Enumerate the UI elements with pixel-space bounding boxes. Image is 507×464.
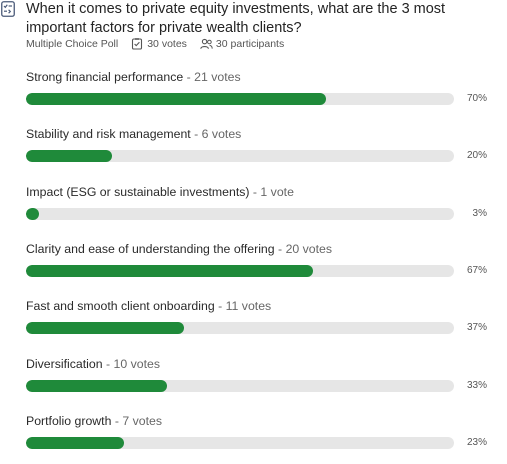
poll-option-bar-track: [26, 93, 454, 105]
poll-option-percent: 67%: [466, 265, 487, 276]
participants-icon: [200, 38, 213, 50]
poll-option-label: Portfolio growth: [26, 414, 112, 428]
poll-option-percent: 33%: [466, 380, 487, 391]
poll-type-label: Multiple Choice Poll: [26, 38, 119, 50]
poll-option-percent: 3%: [472, 208, 487, 219]
poll-option: Fast and smooth client onboarding - 11 v…: [0, 299, 507, 349]
poll-option-votes: 20 votes: [285, 242, 333, 256]
poll-option-bar-fill: [26, 437, 124, 449]
poll-icon: [1, 1, 15, 17]
poll-meta: Multiple Choice Poll 30 votes 30 partici…: [26, 37, 284, 51]
poll-option-bar-fill: [26, 265, 313, 277]
poll-option-label-row: Diversification - 10 votes: [26, 357, 160, 371]
poll-option-label: Clarity and ease of understanding the of…: [26, 242, 275, 256]
poll-option-percent: 37%: [466, 322, 487, 333]
poll-option-votes: 6 votes: [201, 127, 242, 141]
poll-option-bar-fill: [26, 93, 326, 105]
poll-option-bar-track: [26, 380, 454, 392]
poll-option-label: Strong financial performance: [26, 70, 184, 84]
poll-option: Stability and risk management - 6 votes 2…: [0, 127, 507, 177]
poll-option-label-row: Impact (ESG or sustainable investments) …: [26, 185, 294, 199]
poll-option-bar-track: [26, 437, 454, 449]
poll-option-label: Diversification: [26, 357, 103, 371]
poll-participants-count: 30 participants: [215, 38, 285, 50]
poll-option-bar-track: [26, 208, 454, 220]
ballot-check-icon: [131, 38, 143, 50]
poll-option-votes: 1 vote: [260, 185, 294, 199]
poll-option: Impact (ESG or sustainable investments) …: [0, 185, 507, 235]
poll-question: When it comes to private equity investme…: [26, 1, 446, 36]
poll-option-votes: 10 votes: [113, 357, 160, 371]
poll-option-label: Fast and smooth client onboarding: [26, 299, 215, 313]
poll-votes-count: 30 votes: [147, 38, 187, 50]
poll-option-bar-fill: [26, 150, 112, 162]
poll-option: Strong financial performance - 21 votes 7…: [0, 70, 507, 120]
poll-option-label-row: Stability and risk management - 6 votes: [26, 127, 242, 141]
poll-option-bar-track: [26, 322, 454, 334]
poll-option-bar-fill: [26, 208, 39, 220]
poll-option-bar-fill: [26, 380, 167, 392]
poll-option-label-row: Strong financial performance - 21 votes: [26, 70, 241, 84]
poll-option: Clarity and ease of understanding the of…: [0, 242, 507, 292]
poll-option-percent: 70%: [466, 93, 487, 104]
poll-option-label-row: Fast and smooth client onboarding - 11 v…: [26, 299, 272, 313]
poll-option-percent: 23%: [466, 437, 487, 448]
poll-options: Strong financial performance - 21 votes 7…: [0, 70, 507, 449]
poll-option-votes: 11 votes: [225, 299, 272, 313]
poll-option-bar-track: [26, 265, 454, 277]
poll-option-bar-track: [26, 150, 454, 162]
poll-option: Portfolio growth - 7 votes 23%: [0, 414, 507, 464]
poll-option-label-row: Clarity and ease of understanding the of…: [26, 242, 333, 256]
poll-option-bar-fill: [26, 322, 184, 334]
poll-option-label: Impact (ESG or sustainable investments): [26, 185, 250, 199]
poll-option-votes: 21 votes: [194, 70, 241, 84]
poll-option-votes: 7 votes: [122, 414, 163, 428]
poll-option-label: Stability and risk management: [26, 127, 191, 141]
poll-option-percent: 20%: [466, 150, 487, 161]
poll-option-label-row: Portfolio growth - 7 votes: [26, 414, 163, 428]
poll-option: Diversification - 10 votes 33%: [0, 357, 507, 407]
